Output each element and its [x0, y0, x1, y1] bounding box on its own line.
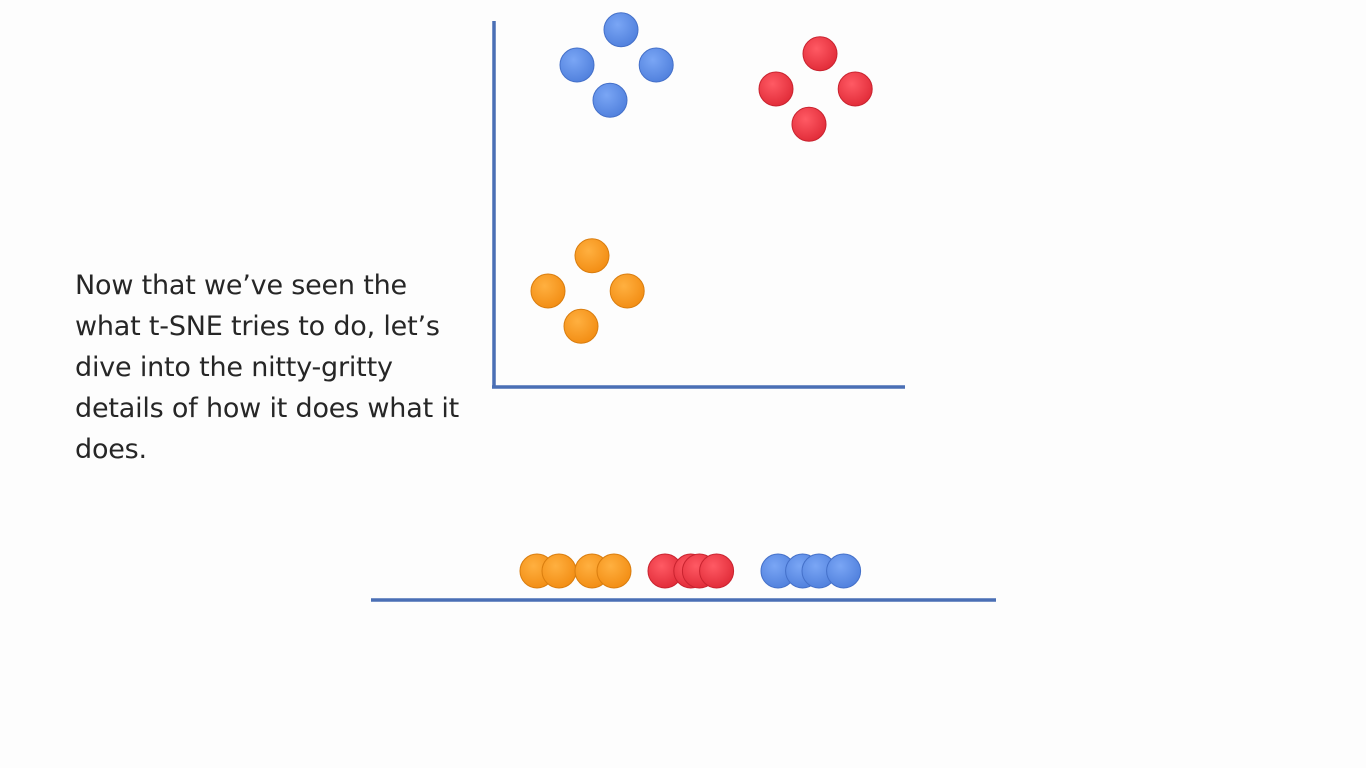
blue-point-2d-3 [638, 47, 674, 83]
orange-point-2d-2 [574, 238, 610, 274]
orange-point-2d-3 [609, 273, 645, 309]
blue-point-2d-2 [603, 12, 639, 48]
blue-point-2d-1 [559, 47, 595, 83]
points-1d [519, 553, 862, 589]
red-point-2d-4 [791, 106, 827, 142]
red-point-1d-4 [699, 553, 735, 589]
blue-point-1d-4 [826, 553, 862, 589]
red-point-2d-2 [802, 36, 838, 72]
blue-point-2d-4 [592, 82, 628, 118]
caption-text: Now that we’ve seen the what t-SNE tries… [75, 270, 460, 465]
points-2d [530, 12, 873, 344]
orange-point-1d-4 [596, 553, 632, 589]
orange-point-2d-1 [530, 273, 566, 309]
red-point-2d-1 [758, 71, 794, 107]
orange-point-1d-2 [541, 553, 577, 589]
orange-point-2d-4 [563, 308, 599, 344]
red-point-2d-3 [837, 71, 873, 107]
